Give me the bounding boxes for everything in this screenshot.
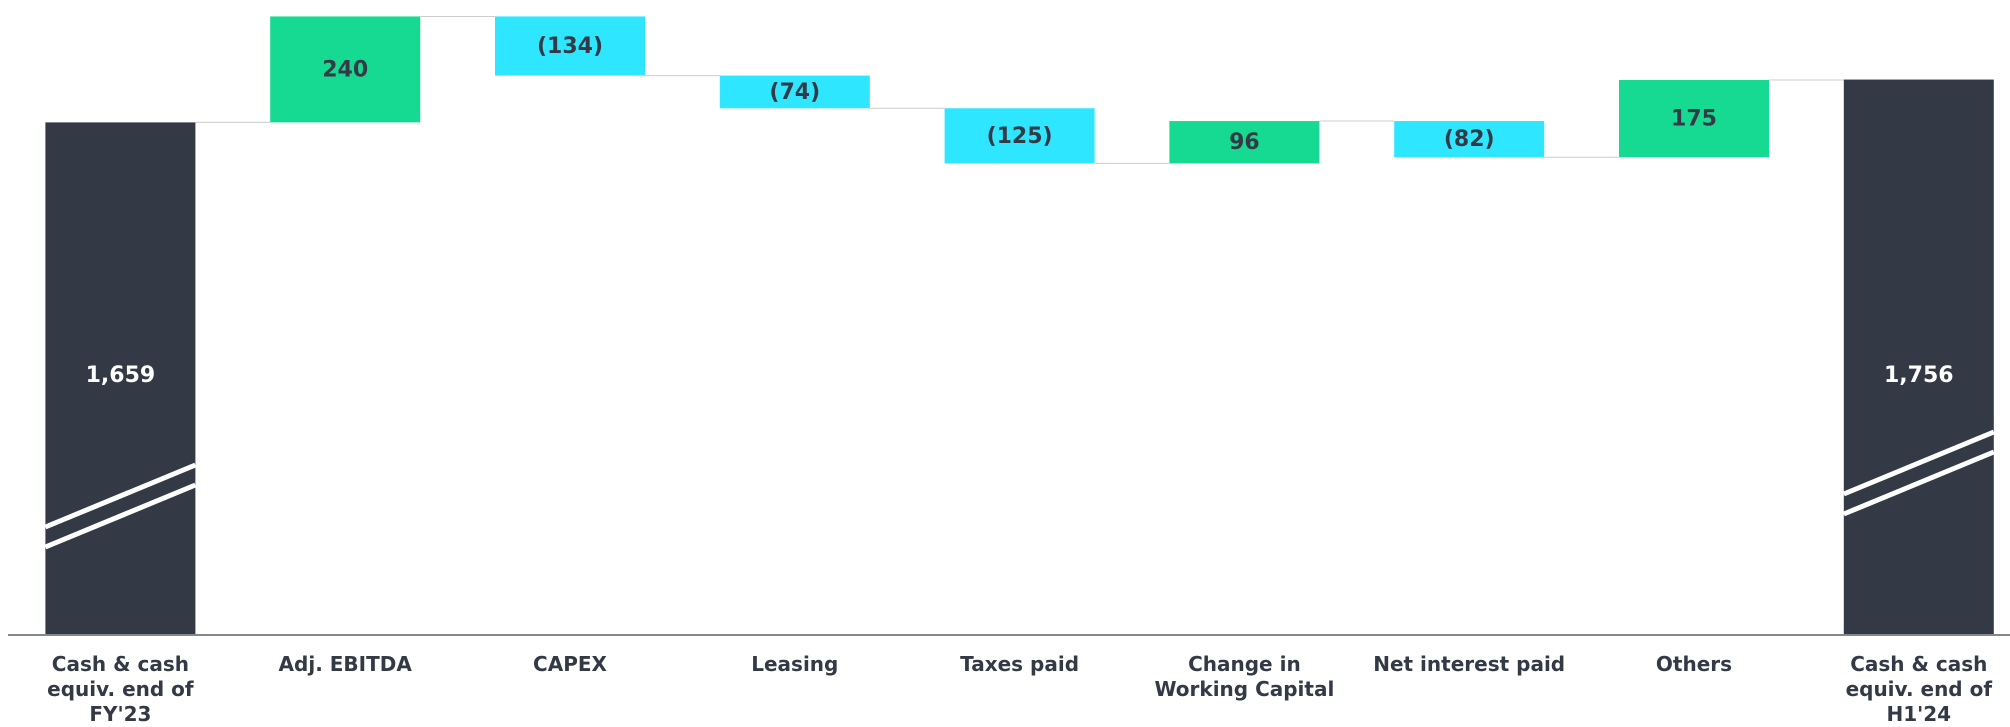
bar [1169, 121, 1320, 164]
x-tick-label: Net interest paid [1373, 652, 1566, 676]
x-tick-label: Others [1655, 652, 1733, 676]
bar [944, 108, 1095, 164]
axis-break [44, 482, 197, 550]
value-label: (82) [1444, 127, 1495, 152]
bar [719, 75, 870, 109]
bar [1619, 80, 1769, 158]
bar [495, 16, 645, 76]
x-tick-label: Leasing [751, 652, 839, 676]
bar [45, 122, 196, 635]
x-tick-label: Taxes paid [960, 652, 1080, 676]
bar [270, 16, 421, 123]
x-tick-label: Cash & cash equiv. end of H1'24 [1845, 652, 1993, 726]
x-tick-label: CAPEX [533, 652, 607, 676]
value-label: 1,659 [86, 363, 156, 388]
value-label: 240 [322, 57, 368, 82]
x-tick-label: Cash & cash equiv. end of FY'23 [47, 652, 194, 726]
value-label: 96 [1229, 130, 1260, 155]
value-label: (125) [987, 124, 1053, 149]
axis-break [1842, 449, 1995, 517]
bar [1843, 79, 1994, 634]
x-tick-label: Adj. EBITDA [278, 652, 412, 676]
value-label: (134) [537, 34, 603, 59]
axis-break [44, 462, 197, 530]
value-label: (74) [769, 80, 820, 105]
axis-break [1842, 429, 1995, 497]
x-tick-label: Change in Working Capital [1154, 652, 1335, 701]
value-label: 1,756 [1884, 363, 1954, 388]
bar [1394, 121, 1545, 158]
value-label: 175 [1671, 107, 1717, 132]
